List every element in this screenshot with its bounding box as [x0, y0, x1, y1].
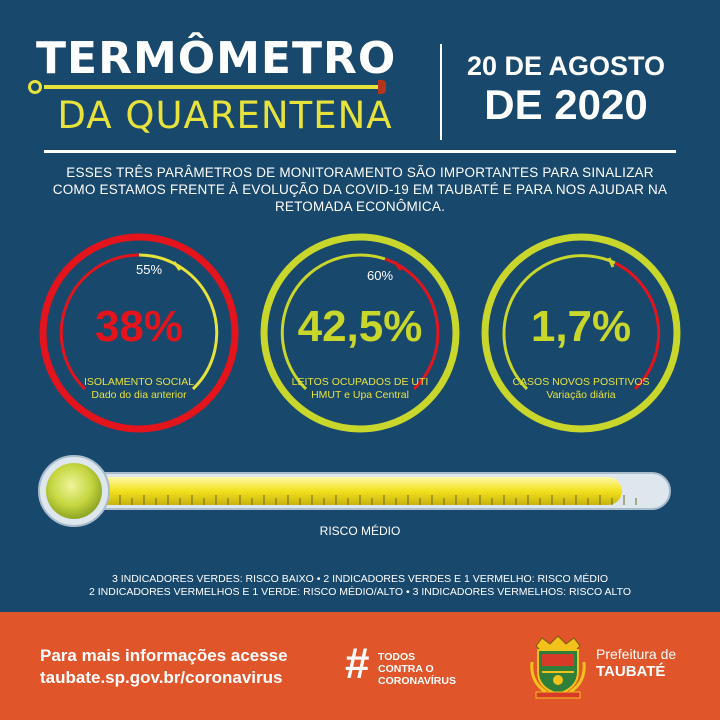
gauge-value: 1,7% [530, 302, 632, 351]
gauge-arc-left [59, 253, 140, 391]
gauge-tick [172, 261, 182, 271]
footer-info-text: Para mais informações acesse [40, 646, 288, 665]
gauge-reference: 60% [367, 268, 394, 283]
gauge-arc-right [384, 257, 440, 391]
footer-bar [0, 612, 720, 720]
legend-line-2: 2 INDICADORES VERMELHOS E 1 VERDE: RISCO… [88, 586, 632, 598]
gauge-label-subtitle: Dado do dia anterior [91, 389, 187, 401]
gauge-ring [39, 233, 239, 433]
title-thermometer-line [44, 85, 384, 89]
org-name-line-1: Prefeitura de [596, 646, 677, 662]
footer-url-link[interactable]: taubate.sp.gov.br/coronavirus [40, 668, 283, 687]
gauge-tick [607, 257, 615, 268]
intro-text: ESSES TRÊS PARÂMETROS DE MONITORAMENTO S… [52, 165, 668, 214]
gauge-label: ISOLAMENTO SOCIAL Dado do dia anterior [34, 376, 244, 402]
gauge-label-title: CASOS NOVOS POSITIVOS [512, 376, 650, 388]
hashtag-line-3: CORONAVÍRUS [378, 675, 456, 687]
gauge-arc-left [280, 253, 386, 391]
gauge-tick [393, 261, 403, 271]
gauge-arc-left [502, 254, 616, 391]
legend-line-1: 3 INDICADORES VERDES: RISCO BAIXO • 2 IN… [111, 573, 609, 585]
gauge-ring [260, 233, 460, 433]
risk-level-label: RISCO MÉDIO [319, 524, 401, 538]
hashtag-symbol: # [345, 639, 370, 688]
gauge-value: 42,5% [297, 302, 423, 351]
title-thermometer-bulb-icon [28, 80, 42, 94]
risk-thermometer [38, 455, 671, 527]
thermometer-fill [90, 477, 622, 505]
gauge-label: LEITOS OCUPADOS DE UTI HMUT e Upa Centra… [255, 376, 465, 402]
org-name-line-2: TAUBATÉ [596, 663, 666, 680]
gauge-isolation [39, 233, 239, 433]
gauge-arc-right [614, 261, 661, 391]
gauge-label-title: LEITOS OCUPADOS DE UTI [291, 376, 429, 388]
header-rule [44, 150, 676, 153]
gauge-value: 38% [94, 302, 184, 351]
title-thermometer-tip-icon [378, 80, 386, 94]
gauge-reference: 55% [136, 262, 163, 277]
date-line-2: DE 2020 [484, 81, 648, 128]
page-subtitle: DA QUARENTENA [57, 94, 393, 137]
page-title: TERMÔMETRO [36, 33, 397, 84]
hashtag-line-2: CONTRA O [378, 663, 434, 675]
gauge-ring [481, 233, 681, 433]
gauge-label: CASOS NOVOS POSITIVOS Variação diária [476, 376, 686, 402]
gauge-label-subtitle: HMUT e Upa Central [311, 389, 409, 401]
thermometer-bulb-icon [46, 463, 102, 519]
date-line-1: 20 DE AGOSTO [466, 51, 666, 81]
city-crest-icon [530, 635, 586, 699]
gauge-label-title: ISOLAMENTO SOCIAL [83, 376, 195, 388]
gauge-label-subtitle: Variação diária [546, 389, 616, 401]
gauge-icu-beds [260, 233, 460, 433]
header-divider [440, 44, 442, 140]
thermometer-ticks [119, 495, 637, 505]
gauge-arc-right [138, 253, 219, 391]
hashtag-line-1: TODOS [378, 651, 416, 663]
gauge-new-cases [481, 233, 681, 433]
